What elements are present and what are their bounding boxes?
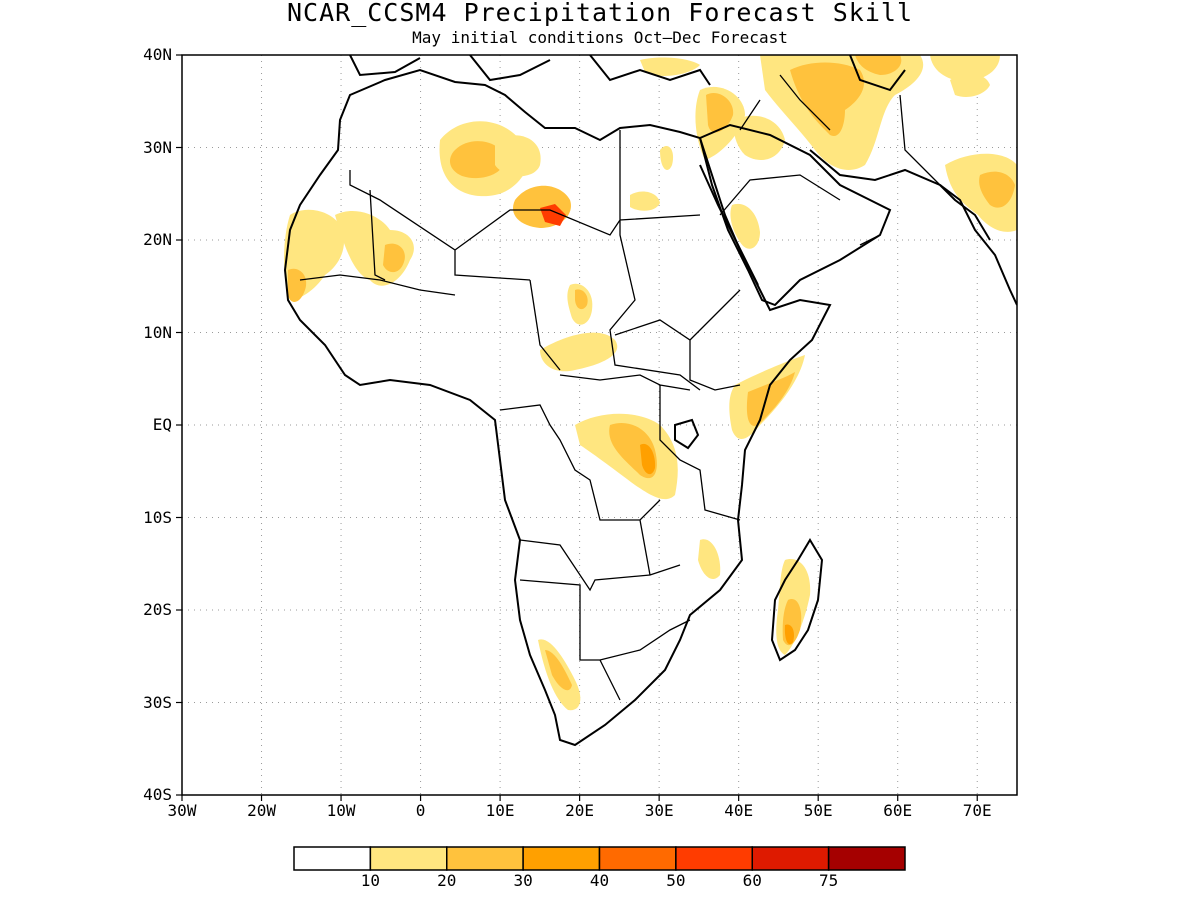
skill-area-madagascar-peak [784,624,795,645]
colorbar-level-label: 10 [360,871,380,890]
y-tick-label: 10S [143,507,172,527]
skill-area-mozambique [698,539,721,580]
y-tick-label: 40N [143,45,172,64]
skill-area-central-asia [930,55,1000,82]
colorbar-level-label: 60 [742,871,762,890]
x-tick-label: 40E [724,801,754,820]
skill-area-iran-core [790,62,865,136]
colorbar-level-label: 40 [589,871,610,890]
skill-area-nile [660,145,674,170]
border-lines [299,74,941,701]
colorbar [293,846,906,871]
colorbar-swatch [446,846,524,871]
red-sea-coast [699,164,759,286]
skill-area-kenya-core [746,372,795,426]
arabia-coastline [698,123,892,307]
africa-coastline [283,68,832,747]
colorbar-level-label: 50 [666,871,686,890]
iran-coastline [809,149,1017,306]
coastlines [283,55,1017,747]
x-tick-label: 60E [883,801,913,820]
x-tick-label: 10E [485,801,515,820]
colorbar-swatch [293,846,372,871]
y-tick-label: 10N [143,322,172,342]
x-tick-label: 50E [803,801,833,820]
skill-area-india-core [979,171,1015,208]
skill-area-caspian [855,55,902,75]
x-tick-label: 20E [565,801,595,820]
skill-area-caucasus [640,57,700,76]
x-tick-label: 30W [167,801,197,820]
india-west-coast [939,184,991,241]
skill-area-ethiopia [730,203,760,249]
mediterranean-north-coast [349,55,711,86]
colorbar-swatch [751,846,830,871]
colorbar-level-label: 20 [437,871,457,890]
skill-area-namibia-core [545,650,572,691]
x-tick-label: 30E [644,801,674,820]
colorbar-level-label: 75 [818,871,839,890]
skill-area-congo-strip [640,443,656,475]
skill-area-chad-core [575,289,588,310]
colorbar-level-label: 30 [513,871,533,890]
colorbar-swatch [369,846,448,871]
x-tick-label: 70E [962,801,992,820]
y-tick-label: 30N [143,137,172,157]
y-tick-label: EQ [152,415,172,434]
lake-victoria [674,418,700,450]
colorbar-swatch [598,846,677,871]
country-borders [299,74,941,701]
skill-area-levant-core [706,92,734,133]
colorbar-swatch [522,846,601,871]
map-title: NCAR_CCSM4 Precipitation Forecast Skill [287,0,913,27]
skill-shading [284,55,1017,711]
y-tick-label: 30S [143,692,172,712]
colorbar-swatch [675,846,753,871]
y-tick-label: 40S [143,785,172,804]
x-tick-label: 20W [247,801,276,820]
map-subtitle: May initial conditions Oct–Dec Forecast [412,28,788,47]
madagascar-coastline [770,538,824,662]
y-tick-label: 20S [143,600,172,619]
skill-area-pakistan [950,73,990,97]
skill-area-sahara-west-core [449,141,505,179]
skill-area-egypt [630,191,660,211]
y-tick-label: 20N [143,230,172,249]
caspian-coast [849,55,906,92]
skill-area-mali-core [383,243,405,273]
colorbar-swatch [827,846,906,871]
skill-area-sudan-south [540,332,618,372]
axis-ticks [176,54,978,801]
skill-area-senegal [288,268,307,302]
x-tick-label: 0 [415,801,426,820]
skill-area-iraq [733,115,785,160]
x-tick-label: 10W [326,801,356,820]
skill-area-libya [495,135,541,177]
